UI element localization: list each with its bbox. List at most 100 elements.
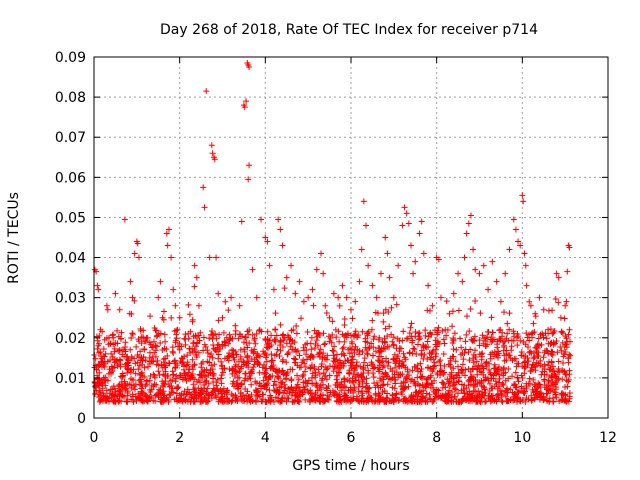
data-point <box>189 356 196 363</box>
data-point <box>495 348 502 355</box>
data-point <box>330 368 337 375</box>
data-point <box>235 335 242 342</box>
data-point <box>110 334 117 341</box>
data-point <box>272 387 279 394</box>
data-point <box>434 329 441 336</box>
data-point <box>267 396 274 403</box>
data-point <box>213 348 220 355</box>
data-point <box>545 388 552 395</box>
data-point <box>141 398 148 405</box>
data-point <box>162 338 169 345</box>
data-point <box>225 340 232 347</box>
data-point <box>472 297 479 304</box>
data-point <box>458 387 465 394</box>
data-point <box>323 376 330 383</box>
data-point <box>217 396 224 403</box>
data-point <box>256 369 263 376</box>
data-point <box>244 344 251 351</box>
data-point <box>543 335 550 342</box>
data-point <box>235 385 242 392</box>
data-point <box>391 351 398 358</box>
data-point <box>134 240 141 247</box>
data-point <box>502 377 509 384</box>
data-point <box>358 371 365 378</box>
data-point <box>226 366 233 373</box>
data-point <box>122 361 129 368</box>
data-point <box>193 378 200 385</box>
y-tick-label: 0.02 <box>55 331 86 347</box>
data-point <box>450 365 457 372</box>
data-point <box>211 156 218 163</box>
data-point <box>554 368 561 375</box>
data-point <box>512 226 519 233</box>
data-point <box>475 388 482 395</box>
data-point <box>122 339 129 346</box>
data-point <box>377 270 384 277</box>
data-point <box>195 302 202 309</box>
data-point <box>437 294 444 301</box>
data-point <box>477 310 484 317</box>
data-point <box>167 377 174 384</box>
data-point <box>412 392 419 399</box>
data-point <box>427 384 434 391</box>
data-point <box>382 325 389 332</box>
data-point <box>122 382 129 389</box>
data-point <box>348 359 355 366</box>
data-point <box>541 378 548 385</box>
data-point <box>226 336 233 343</box>
data-point <box>294 381 301 388</box>
data-point <box>170 371 177 378</box>
data-point <box>360 366 367 373</box>
data-point <box>563 341 570 348</box>
data-point <box>546 398 553 405</box>
data-point <box>557 314 564 321</box>
data-point <box>220 329 227 336</box>
data-point <box>290 355 297 362</box>
data-point <box>119 392 126 399</box>
data-point <box>469 337 476 344</box>
data-point <box>563 298 570 305</box>
data-point <box>399 337 406 344</box>
data-point <box>109 353 116 360</box>
data-point <box>202 373 209 380</box>
data-point <box>321 341 328 348</box>
data-point <box>559 390 566 397</box>
data-point <box>237 355 244 362</box>
data-point <box>119 370 126 377</box>
data-point <box>111 364 118 371</box>
data-point <box>100 345 107 352</box>
data-point <box>520 396 527 403</box>
data-point <box>504 330 511 337</box>
data-point <box>131 250 138 257</box>
data-point <box>368 340 375 347</box>
data-point <box>229 370 236 377</box>
data-point <box>305 389 312 396</box>
data-point <box>500 382 507 389</box>
data-point <box>402 375 409 382</box>
data-point <box>157 278 164 285</box>
data-point <box>494 341 501 348</box>
data-point <box>153 361 160 368</box>
data-point <box>370 365 377 372</box>
data-point <box>383 398 390 405</box>
data-point <box>332 326 339 333</box>
data-point <box>246 372 253 379</box>
data-point <box>459 278 466 285</box>
data-point <box>401 204 408 211</box>
data-point <box>418 388 425 395</box>
data-point <box>347 387 354 394</box>
data-point <box>412 258 419 265</box>
data-point <box>561 315 568 322</box>
data-point <box>407 324 414 331</box>
data-point <box>236 302 243 309</box>
data-point <box>308 352 315 359</box>
data-point <box>243 334 250 341</box>
data-point <box>135 254 142 261</box>
data-point <box>543 371 550 378</box>
data-point <box>395 397 402 404</box>
data-point <box>402 356 409 363</box>
data-point <box>173 390 180 397</box>
data-point <box>241 397 248 404</box>
data-point <box>318 386 325 393</box>
data-point <box>161 381 168 388</box>
